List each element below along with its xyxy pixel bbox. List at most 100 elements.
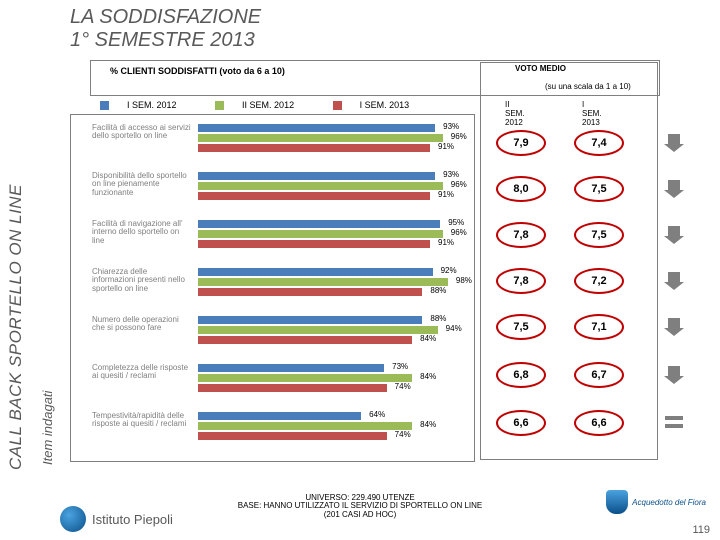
bar-value: 96%: [451, 132, 467, 141]
logo-piepoli: Istituto Piepoli: [60, 506, 173, 532]
bar: 92%: [198, 268, 433, 276]
legend-s1: I SEM. 2012: [100, 100, 195, 110]
voto-row: 8,0 7,5: [482, 176, 662, 216]
bar-value: 88%: [430, 286, 446, 295]
bar: 94%: [198, 326, 438, 334]
voto-oval-sem2-2012: 7,8: [496, 222, 546, 248]
bar: 93%: [198, 172, 435, 180]
title-block: LA SODDISFAZIONE 1° SEMESTRE 2013: [70, 6, 261, 52]
bar-value: 91%: [438, 238, 454, 247]
vertical-section-label: CALL BACK SPORTELLO ON LINE: [6, 184, 26, 470]
bar-group: 92%98%88%: [198, 268, 448, 298]
bar-value: 91%: [438, 190, 454, 199]
category-label: Completezza delle risposte ai quesiti / …: [92, 364, 192, 381]
category-label: Numero delle operazioni che si possono f…: [92, 316, 192, 333]
bar-value: 91%: [438, 142, 454, 151]
bar-value: 96%: [451, 180, 467, 189]
bar: 91%: [198, 144, 430, 152]
bar: 84%: [198, 374, 412, 382]
bar-value: 64%: [369, 410, 385, 419]
bar: 96%: [198, 230, 443, 238]
category-label: Disponibilità dello sportello on line pi…: [92, 172, 192, 197]
bar-value: 94%: [446, 324, 462, 333]
bar-value: 98%: [456, 276, 472, 285]
voto-col-2: I SEM. 2013: [582, 100, 602, 127]
bar: 84%: [198, 422, 412, 430]
bar-group: 93% 96% 91%: [198, 172, 443, 202]
category-label: Chiarezza delle informazioni presenti ne…: [92, 268, 192, 293]
bar: 96%: [198, 134, 443, 142]
bar: 95%: [198, 220, 440, 228]
bar: 91%: [198, 240, 430, 248]
bar-value: 84%: [420, 372, 436, 381]
voto-oval-sem2-2012: 8,0: [496, 176, 546, 202]
acquedotto-text: Acquedotto del Fiora: [632, 498, 706, 507]
bar: 84%: [198, 336, 412, 344]
bar-value: 74%: [395, 430, 411, 439]
voto-col-1: II SEM. 2012: [505, 100, 525, 127]
piepoli-text: Istituto Piepoli: [92, 512, 173, 527]
voto-oval-sem1-2013: 7,1: [574, 314, 624, 340]
voto-oval-sem1-2013: 6,7: [574, 362, 624, 388]
trend-down-icon: [662, 314, 686, 338]
trend-equal-icon: [662, 410, 686, 434]
voto-oval-sem2-2012: 7,9: [496, 130, 546, 156]
legend-s3: I SEM. 2013: [333, 100, 428, 110]
bar: 88%: [198, 288, 422, 296]
vertical-item-label: Item indagati: [40, 391, 55, 465]
voto-oval-sem1-2013: 7,4: [574, 130, 624, 156]
bar: 64%: [198, 412, 361, 420]
bar-group: 64%84%74%: [198, 412, 412, 442]
acquedotto-icon: [606, 490, 628, 514]
title-line-2: 1° SEMESTRE 2013: [70, 29, 261, 52]
voto-oval-sem1-2013: 7,5: [574, 222, 624, 248]
slide: LA SODDISFAZIONE 1° SEMESTRE 2013 % CLIE…: [0, 0, 720, 540]
bar: 88%: [198, 316, 422, 324]
bar-value: 96%: [451, 228, 467, 237]
bar-value: 95%: [448, 218, 464, 227]
voto-row: 7,8 7,2: [482, 268, 662, 308]
trend-down-icon: [662, 362, 686, 386]
bar: 93%: [198, 124, 435, 132]
voto-row: 6,6 6,6: [482, 410, 662, 450]
piepoli-icon: [60, 506, 86, 532]
bar-group: 95% 96% 91%: [198, 220, 443, 250]
voto-oval-sem1-2013: 7,2: [574, 268, 624, 294]
legend-s2: II SEM. 2012: [215, 100, 312, 110]
voto-oval-sem2-2012: 7,5: [496, 314, 546, 340]
chart-legend: I SEM. 2012 II SEM. 2012 I SEM. 2013: [100, 100, 445, 110]
bar: 91%: [198, 192, 430, 200]
bar-value: 84%: [420, 420, 436, 429]
voto-oval-sem2-2012: 7,8: [496, 268, 546, 294]
bar: 98%: [198, 278, 448, 286]
voto-row: 7,8 7,5: [482, 222, 662, 262]
bar-value: 74%: [395, 382, 411, 391]
bar: 74%: [198, 384, 387, 392]
bar: 96%: [198, 182, 443, 190]
voto-oval-sem1-2013: 7,5: [574, 176, 624, 202]
bar-group: 73%84%74%: [198, 364, 412, 394]
bar: 74%: [198, 432, 387, 440]
header-left: % CLIENTI SODDISFATTI (voto da 6 a 10): [110, 66, 285, 76]
page-number: 119: [692, 524, 710, 536]
title-line-1: LA SODDISFAZIONE: [70, 6, 261, 29]
bar-value: 88%: [430, 314, 446, 323]
bar-value: 93%: [443, 122, 459, 131]
trend-down-icon: [662, 176, 686, 200]
trend-down-icon: [662, 268, 686, 292]
bar-group: 93% 96% 91%: [198, 124, 443, 154]
bar-group: 88%94%84%: [198, 316, 438, 346]
category-label: Facilità di navigazione all' interno del…: [92, 220, 192, 245]
voto-row: 6,8 6,7: [482, 362, 662, 402]
voto-oval-sem2-2012: 6,6: [496, 410, 546, 436]
trend-down-icon: [662, 130, 686, 154]
voto-oval-sem1-2013: 6,6: [574, 410, 624, 436]
category-label: Tempestività/rapidità delle risposte ai …: [92, 412, 192, 429]
bar-value: 93%: [443, 170, 459, 179]
bar: 73%: [198, 364, 384, 372]
voto-oval-sem2-2012: 6,8: [496, 362, 546, 388]
voto-row: 7,5 7,1: [482, 314, 662, 354]
logo-acquedotto: Acquedotto del Fiora: [606, 490, 706, 514]
bar-value: 84%: [420, 334, 436, 343]
bar-value: 73%: [392, 362, 408, 371]
